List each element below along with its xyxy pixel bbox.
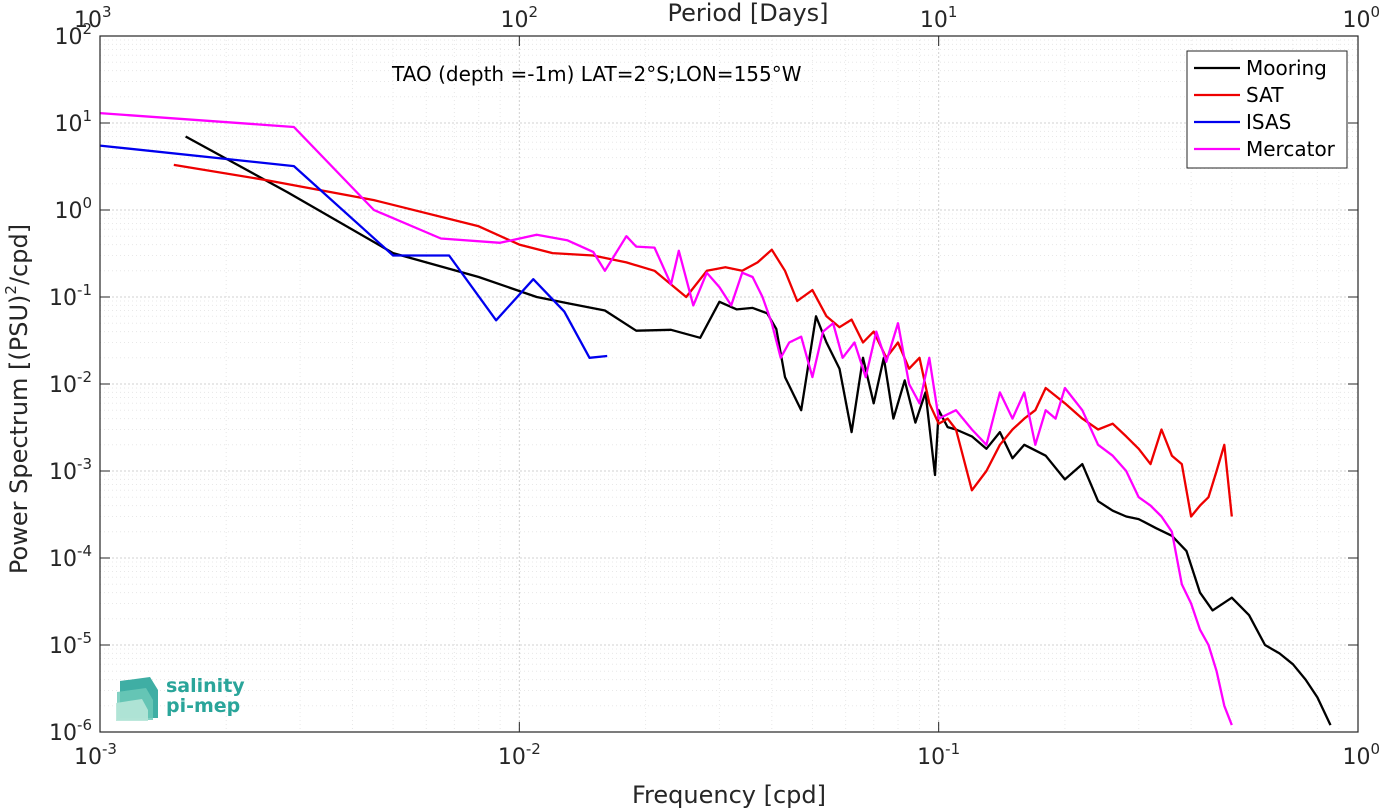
logo-wave-icon-layer-3 (116, 699, 148, 721)
y-axis-title: Power Spectrum [(PSU)2/cpd] (2, 224, 33, 574)
top-tick-label: 102 (501, 3, 539, 33)
x-tick-label: 100 (1342, 740, 1380, 770)
salinity-pi-mep-logo: salinity pi-mep (116, 675, 245, 721)
y-tick-label: 101 (54, 107, 92, 137)
top-tick-label: 103 (74, 3, 112, 33)
y-tick-label: 10-2 (49, 368, 92, 398)
y-tick-label: 102 (54, 20, 92, 50)
y-axis-title-superscript: 2 (2, 285, 20, 295)
top-tick-label: 101 (920, 3, 958, 33)
legend-label-isas: ISAS (1246, 110, 1291, 134)
legend-label-mercator: Mercator (1246, 137, 1336, 161)
logo-text-pi-mep: pi-mep (166, 695, 240, 717)
top-tick-label: 100 (1342, 3, 1380, 33)
legend-label-mooring: Mooring (1246, 56, 1327, 80)
x-tick-label: 10-2 (498, 740, 541, 770)
y-tick-label: 100 (54, 194, 92, 224)
ticks (99, 35, 1359, 733)
y-axis-title-suffix: /cpd] (5, 224, 33, 285)
y-axis-title-main: Power Spectrum [(PSU) (5, 295, 33, 574)
y-tick-label: 10-5 (49, 629, 92, 659)
x-tick-label: 10-3 (74, 740, 117, 770)
legend-items: Mooring SAT ISAS Mercator (1194, 56, 1336, 161)
series-line-mercator (99, 111, 1233, 726)
y-tick-label: 10-6 (49, 716, 92, 746)
y-tick-label: 10-3 (49, 455, 92, 485)
top-axis-title: Period [Days] (667, 0, 828, 27)
x-tick-label: 10-1 (917, 740, 960, 770)
logo-text-salinity: salinity (166, 675, 245, 697)
series-line-isas (99, 144, 608, 359)
chart-annotation: TAO (depth =-1m) LAT=2°S;LON=155°W (391, 62, 802, 86)
y-tick-label: 10-4 (49, 542, 92, 572)
y-tick-label: 10-1 (49, 281, 92, 311)
grid (99, 36, 1358, 733)
legend: Mooring SAT ISAS Mercator (1186, 50, 1348, 169)
series-line-mooring (185, 135, 1332, 726)
legend-label-sat: SAT (1246, 83, 1284, 107)
x-axis-title: Frequency [cpd] (632, 781, 826, 809)
series-lines (99, 111, 1332, 726)
